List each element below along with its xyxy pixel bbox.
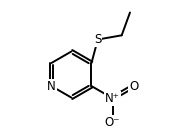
Text: O⁻: O⁻ <box>105 116 120 129</box>
Text: N⁺: N⁺ <box>105 92 120 105</box>
Text: N: N <box>47 80 56 93</box>
Text: O: O <box>129 80 138 93</box>
Text: S: S <box>94 33 101 46</box>
